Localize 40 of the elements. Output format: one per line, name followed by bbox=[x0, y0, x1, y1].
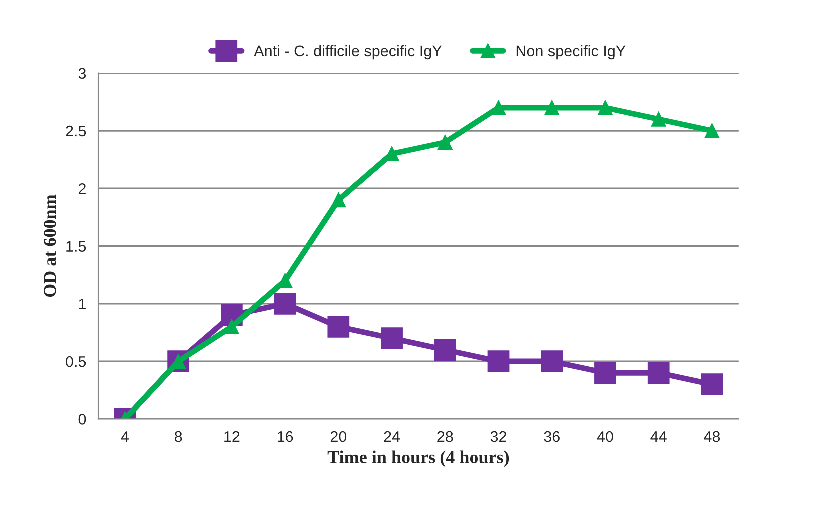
point bbox=[651, 112, 666, 127]
x-axis-title: Time in hours (4 hours) bbox=[328, 450, 510, 468]
y-tick-label: 2 bbox=[78, 184, 86, 194]
x-tick-label: 24 bbox=[384, 431, 400, 442]
x-tick-label: 32 bbox=[490, 431, 506, 442]
y-tick-label: 2.5 bbox=[66, 126, 86, 137]
x-tick-label: 40 bbox=[597, 431, 614, 442]
point bbox=[328, 316, 350, 338]
y-tick-label: 1.5 bbox=[66, 241, 86, 252]
x-tick-label: 4 bbox=[121, 432, 130, 442]
point bbox=[491, 100, 506, 116]
point bbox=[331, 192, 346, 208]
x-tick-label: 44 bbox=[650, 432, 667, 442]
y-tick-label: 0 bbox=[78, 414, 86, 425]
point bbox=[544, 100, 560, 116]
x-tick-label: 16 bbox=[278, 431, 294, 442]
x-tick-label: 48 bbox=[704, 431, 720, 442]
legend-label: Anti - C. difficile specific IgY bbox=[254, 45, 442, 60]
x-tick-label: 8 bbox=[174, 431, 182, 442]
y-tick-label: 3 bbox=[78, 68, 86, 80]
y-axis-title: OD at 600nm bbox=[44, 194, 56, 298]
y-tick-label: 0.5 bbox=[66, 356, 86, 368]
point bbox=[598, 100, 613, 116]
y-tick-label: 1 bbox=[79, 298, 86, 310]
x-tick-label: 36 bbox=[544, 431, 560, 442]
x-tick-label: 12 bbox=[224, 431, 240, 442]
point bbox=[541, 350, 564, 372]
legend-label: Non specific IgY bbox=[516, 45, 626, 60]
x-tick-label: 20 bbox=[330, 431, 347, 442]
point bbox=[274, 292, 296, 315]
point bbox=[488, 350, 510, 372]
point bbox=[438, 135, 453, 150]
point bbox=[704, 124, 720, 138]
point bbox=[434, 339, 456, 361]
point bbox=[701, 374, 724, 396]
point bbox=[594, 362, 616, 384]
point bbox=[224, 320, 240, 334]
x-tick-label: 28 bbox=[438, 431, 454, 442]
point bbox=[381, 328, 403, 350]
point bbox=[648, 362, 670, 384]
